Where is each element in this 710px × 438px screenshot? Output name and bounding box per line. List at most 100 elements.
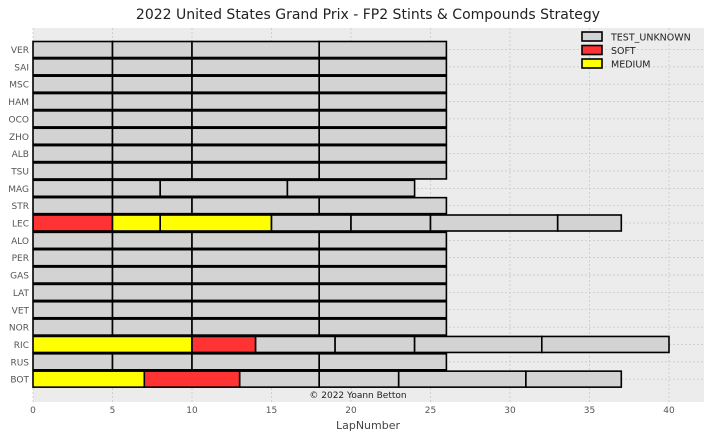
- x-tick-label: 35: [584, 406, 595, 416]
- stint-bar-ric: [191, 335, 257, 354]
- stint-bar-lat: [318, 283, 448, 302]
- stint-bar-ham: [318, 92, 448, 111]
- stint-bar-ric: [413, 335, 543, 354]
- stint-bar-nor: [191, 318, 320, 336]
- stint-bar-zho: [318, 127, 448, 146]
- y-tick-label: BOT: [10, 376, 29, 386]
- stint-bar-bot: [32, 370, 146, 388]
- stint-bar-tsu: [191, 162, 320, 180]
- stint-bar-str: [191, 196, 320, 215]
- stint-bar-bot: [397, 370, 527, 388]
- stint-bar-msc: [32, 75, 114, 93]
- stint-bar-str: [32, 196, 114, 215]
- stint-bar-lec: [159, 214, 273, 232]
- stint-bar-ham: [111, 92, 193, 111]
- stint-bar-gas: [32, 266, 114, 284]
- x-tick-label: 20: [345, 406, 357, 416]
- stint-bar-lec: [111, 214, 162, 232]
- stint-bar-mag: [286, 179, 416, 198]
- stint-bar-ric: [32, 335, 193, 354]
- legend-swatch: [581, 31, 603, 42]
- stint-bar-oco: [318, 110, 448, 128]
- stint-bar-mag: [32, 179, 114, 198]
- stint-bar-msc: [318, 75, 448, 93]
- stint-bar-tsu: [318, 162, 448, 180]
- stint-bar-sai: [191, 58, 320, 76]
- y-tick-labels: VER SAI MSC HAM OCO ZHO ALB TSU MAG STR LEC ALO PER G…: [8, 46, 29, 386]
- stint-bar-alb: [318, 144, 448, 163]
- stint-bar-lec: [556, 214, 623, 232]
- legend-swatch: [581, 44, 603, 56]
- stint-bar-msc: [111, 75, 193, 93]
- stint-bar-per: [191, 248, 320, 267]
- y-tick-label: PER: [12, 254, 29, 264]
- stint-bar-zho: [111, 127, 193, 146]
- stint-bar-rus: [191, 352, 320, 371]
- stint-bar-lec: [429, 214, 559, 232]
- stint-bar-per: [111, 248, 193, 267]
- y-tick-label: MAG: [8, 185, 29, 195]
- y-tick-label: HAM: [8, 98, 29, 108]
- stint-bar-alb: [111, 144, 193, 163]
- stint-bar-ver: [32, 40, 114, 59]
- stint-bar-ric: [254, 335, 336, 354]
- y-tick-label: GAS: [10, 272, 29, 282]
- stint-bar-gas: [318, 266, 448, 284]
- stint-bar-oco: [111, 110, 193, 128]
- stint-bar-alo: [318, 231, 448, 250]
- stint-bar-bot: [238, 370, 320, 388]
- y-tick-label: ALO: [11, 237, 29, 247]
- y-tick-label: OCO: [9, 115, 29, 125]
- y-tick-label: ZHO: [9, 133, 29, 143]
- stint-bar-lec: [32, 214, 114, 232]
- y-tick-label: SAI: [14, 63, 29, 73]
- stint-bar-ver: [191, 40, 320, 59]
- stint-bar-alb: [191, 144, 320, 163]
- y-tick-label: NOR: [9, 324, 29, 334]
- y-tick-label: RUS: [10, 358, 29, 368]
- stint-bar-vet: [191, 300, 320, 319]
- stint-bar-oco: [191, 110, 320, 128]
- credit-text: © 2022 Yoann Betton: [309, 391, 406, 401]
- stint-bar-per: [32, 248, 114, 267]
- x-tick-label: 30: [504, 406, 516, 416]
- y-tick-label: LAT: [13, 289, 30, 299]
- y-tick-label: VER: [11, 46, 29, 56]
- stint-bar-sai: [318, 58, 448, 76]
- y-tick-label: MSC: [9, 81, 29, 91]
- stint-bar-mag: [111, 179, 162, 198]
- x-tick-label: 5: [110, 406, 116, 416]
- stint-bar-ric: [334, 335, 416, 354]
- stint-bar-ric: [540, 335, 670, 354]
- stint-bar-nor: [111, 318, 193, 336]
- stint-bar-msc: [191, 75, 320, 93]
- stint-bar-str: [111, 196, 193, 215]
- legend-label: TEST_UNKNOWN: [610, 33, 691, 44]
- stint-bar-sai: [111, 58, 193, 76]
- stint-bar-vet: [318, 300, 448, 319]
- stint-bar-zho: [191, 127, 320, 146]
- legend-label: SOFT: [611, 46, 636, 57]
- stint-bar-bot: [143, 370, 241, 388]
- stint-bar-gas: [111, 266, 193, 284]
- stint-bar-vet: [111, 300, 193, 319]
- stint-bar-ham: [32, 92, 114, 111]
- legend-label: MEDIUM: [611, 60, 650, 71]
- x-axis-label: LapNumber: [336, 419, 401, 432]
- stint-bar-mag: [159, 179, 289, 198]
- stint-bar-zho: [32, 127, 114, 146]
- stint-bar-oco: [32, 110, 114, 128]
- y-tick-label: LEC: [12, 220, 29, 230]
- stint-bar-ver: [111, 40, 193, 59]
- stint-bar-nor: [32, 318, 114, 336]
- stint-bar-str: [318, 196, 448, 215]
- stint-bar-lec: [350, 214, 432, 232]
- stint-bar-alb: [32, 144, 114, 163]
- stint-bar-gas: [191, 266, 320, 284]
- stint-bar-lat: [32, 283, 114, 302]
- x-tick-label: 0: [30, 406, 36, 416]
- stint-bar-rus: [111, 352, 193, 371]
- stint-bar-alo: [32, 231, 114, 250]
- y-tick-label: RIC: [14, 341, 29, 351]
